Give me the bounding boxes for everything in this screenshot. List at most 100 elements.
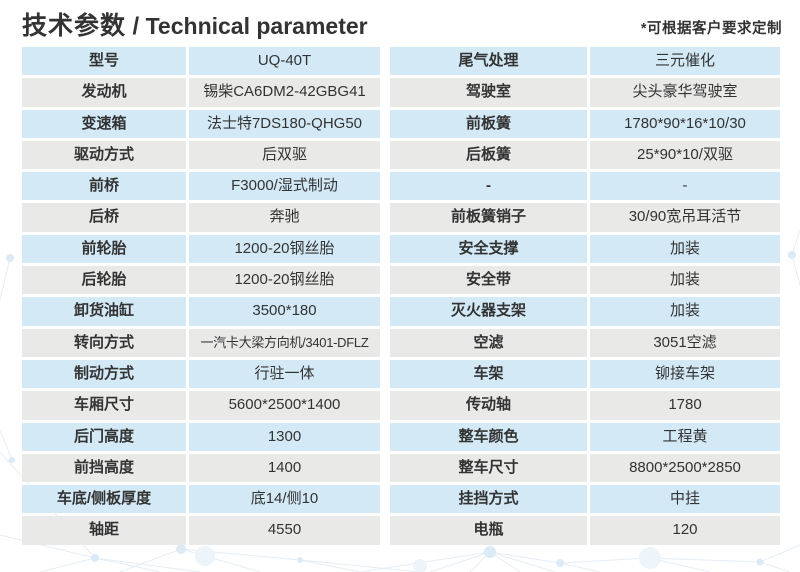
param-label: 后桥 xyxy=(22,203,186,232)
param-value: 中挂 xyxy=(590,485,780,514)
param-label: 发动机 xyxy=(22,78,186,107)
table-row: -- xyxy=(390,172,780,201)
param-value: 一汽卡大梁方向机/3401-DFLZ xyxy=(189,328,380,357)
param-value: 锡柴CA6DM2-42GBG41 xyxy=(189,78,380,107)
param-value: 1780*90*16*10/30 xyxy=(590,109,780,138)
param-label: 后门高度 xyxy=(22,422,186,451)
table-row: 后轮胎 1200-20钢丝胎 xyxy=(22,266,380,295)
param-label: 车底/侧板厚度 xyxy=(22,485,186,514)
table-row: 后桥 奔驰 xyxy=(22,203,380,232)
param-value: 8800*2500*2850 xyxy=(590,453,780,483)
param-label: 尾气处理 xyxy=(390,47,587,76)
param-label: 车厢尺寸 xyxy=(22,391,186,420)
param-value: 3500*180 xyxy=(189,297,380,326)
table-row: 空滤 3051空滤 xyxy=(390,328,780,357)
param-value: F3000/湿式制动 xyxy=(189,172,380,201)
param-value: 行驻一体 xyxy=(189,359,380,389)
table-row: 安全带 加装 xyxy=(390,266,780,295)
param-value: 铆接车架 xyxy=(590,359,780,389)
param-value: 加装 xyxy=(590,266,780,295)
table-row: 整车尺寸 8800*2500*2850 xyxy=(390,453,780,483)
param-label: 空滤 xyxy=(390,328,587,357)
param-value: 1780 xyxy=(590,391,780,420)
table-row: 驱动方式 后双驱 xyxy=(22,140,380,170)
page-title-separator: / xyxy=(132,13,140,40)
param-label: 后板簧 xyxy=(390,140,587,170)
param-label: 前桥 xyxy=(22,172,186,201)
param-label: 转向方式 xyxy=(22,328,186,357)
param-value: 30/90宽吊耳活节 xyxy=(590,203,780,232)
param-value: - xyxy=(590,172,780,201)
table-row: 后门高度 1300 xyxy=(22,422,380,451)
table-row: 前桥 F3000/湿式制动 xyxy=(22,172,380,201)
table-row: 传动轴 1780 xyxy=(390,391,780,420)
param-label: 变速箱 xyxy=(22,109,186,138)
param-label: 驾驶室 xyxy=(390,78,587,107)
param-label: 型号 xyxy=(22,47,186,76)
param-value: 法士特7DS180-QHG50 xyxy=(189,109,380,138)
table-row: 卸货油缸 3500*180 xyxy=(22,297,380,326)
table-row: 变速箱 法士特7DS180-QHG50 xyxy=(22,109,380,138)
param-label: 传动轴 xyxy=(390,391,587,420)
param-value: 120 xyxy=(590,516,780,545)
param-value: 底14/侧10 xyxy=(189,485,380,514)
table-row: 前挡高度 1400 xyxy=(22,453,380,483)
table-row: 车底/侧板厚度 底14/侧10 xyxy=(22,485,380,514)
param-label: 卸货油缸 xyxy=(22,297,186,326)
param-value: 1200-20钢丝胎 xyxy=(189,266,380,295)
param-value: 尖头豪华驾驶室 xyxy=(590,78,780,107)
param-label: 电瓶 xyxy=(390,516,587,545)
param-value: UQ-40T xyxy=(189,47,380,76)
param-label: 整车尺寸 xyxy=(390,453,587,483)
param-value: 5600*2500*1400 xyxy=(189,391,380,420)
table-row: 尾气处理 三元催化 xyxy=(390,47,780,76)
page-title-zh: 技术参数 xyxy=(22,12,127,40)
table-row: 制动方式 行驻一体 xyxy=(22,359,380,389)
spec-table-left: 型号 UQ-40T 发动机 锡柴CA6DM2-42GBG41 变速箱 法士特7DS180-… xyxy=(22,47,380,545)
param-value: 加装 xyxy=(590,234,780,264)
table-row: 发动机 锡柴CA6DM2-42GBG41 xyxy=(22,78,380,107)
param-value: 后双驱 xyxy=(189,140,380,170)
table-row: 灭火器支架 加装 xyxy=(390,297,780,326)
customization-note: *可根据客户要求定制 xyxy=(640,21,782,37)
param-value: 1200-20钢丝胎 xyxy=(189,234,380,264)
param-label: 挂挡方式 xyxy=(390,485,587,514)
param-value: 1300 xyxy=(189,422,380,451)
table-row: 车架 铆接车架 xyxy=(390,359,780,389)
table-row: 前板簧 1780*90*16*10/30 xyxy=(390,109,780,138)
param-value: 三元催化 xyxy=(590,47,780,76)
param-value: 3051空滤 xyxy=(590,328,780,357)
param-label: 驱动方式 xyxy=(22,140,186,170)
page-title-en: Technical parameter xyxy=(145,13,368,39)
table-row: 挂挡方式 中挂 xyxy=(390,485,780,514)
param-label: 整车颜色 xyxy=(390,422,587,451)
param-label: 灭火器支架 xyxy=(390,297,587,326)
spec-tables: 型号 UQ-40T 发动机 锡柴CA6DM2-42GBG41 变速箱 法士特7DS180-… xyxy=(22,47,780,545)
param-value: 工程黄 xyxy=(590,422,780,451)
table-row: 前轮胎 1200-20钢丝胎 xyxy=(22,234,380,264)
table-row: 驾驶室 尖头豪华驾驶室 xyxy=(390,78,780,107)
table-row: 轴距 4550 xyxy=(22,516,380,545)
table-row: 转向方式 一汽卡大梁方向机/3401-DFLZ xyxy=(22,328,380,357)
table-row: 整车颜色 工程黄 xyxy=(390,422,780,451)
param-label: 后轮胎 xyxy=(22,266,186,295)
param-value: 奔驰 xyxy=(189,203,380,232)
param-label: 安全带 xyxy=(390,266,587,295)
table-row: 前板簧销子 30/90宽吊耳活节 xyxy=(390,203,780,232)
param-label: 轴距 xyxy=(22,516,186,545)
param-label: 制动方式 xyxy=(22,359,186,389)
param-label: 前轮胎 xyxy=(22,234,186,264)
page-title: 技术参数 / Technical parameter xyxy=(22,6,368,42)
param-label: 安全支撑 xyxy=(390,234,587,264)
table-row: 后板簧 25*90*10/双驱 xyxy=(390,140,780,170)
spec-table-right: 尾气处理 三元催化 驾驶室 尖头豪华驾驶室 前板簧 1780*90*16*10/30 后板簧… xyxy=(390,47,780,545)
param-label: 前板簧 xyxy=(390,109,587,138)
param-label: 车架 xyxy=(390,359,587,389)
param-value: 1400 xyxy=(189,453,380,483)
table-row: 安全支撑 加装 xyxy=(390,234,780,264)
param-value: 4550 xyxy=(189,516,380,545)
table-row: 车厢尺寸 5600*2500*1400 xyxy=(22,391,380,420)
param-label: 前板簧销子 xyxy=(390,203,587,232)
